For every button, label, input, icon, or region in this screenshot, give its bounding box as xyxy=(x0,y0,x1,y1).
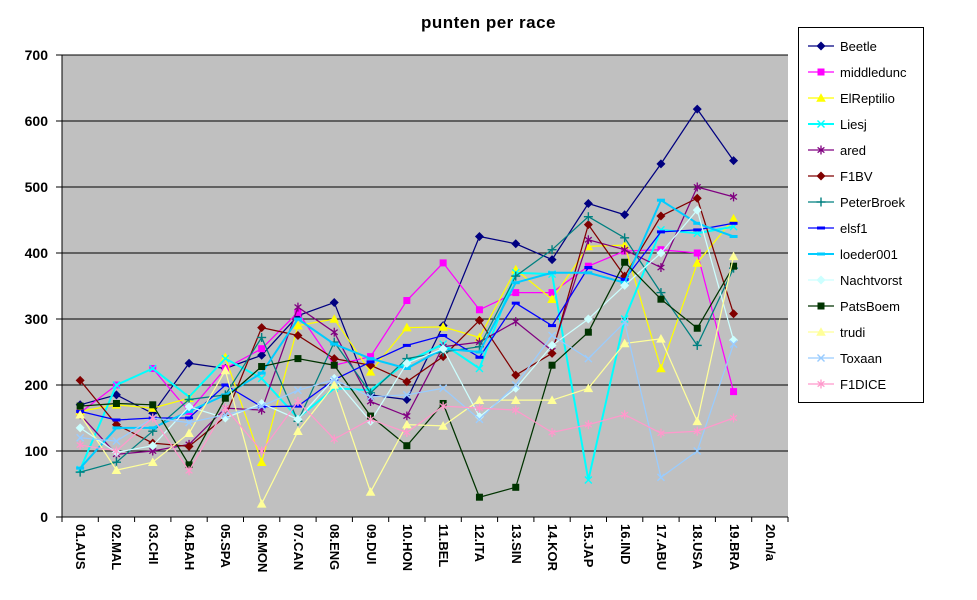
legend-marker-star-icon xyxy=(808,145,834,155)
chart-title: punten per race xyxy=(420,13,557,32)
x-axis-tick-label: 01.AUS xyxy=(73,524,89,570)
x-axis-tick-label: 02.MAL xyxy=(109,524,125,571)
legend-marker-diamond-icon xyxy=(808,275,834,285)
legend-item-Beetle[interactable]: Beetle xyxy=(799,33,923,59)
legend-label: Toxaan xyxy=(840,350,882,366)
legend-label: Beetle xyxy=(840,38,877,54)
legend-marker-triangle-icon xyxy=(808,93,834,102)
legend-item-Toxaan[interactable]: Toxaan xyxy=(799,345,923,371)
y-axis-tick-label: 700 xyxy=(24,47,48,63)
y-axis-tick-label: 100 xyxy=(24,443,48,459)
x-axis-tick-label: 17.ABU xyxy=(653,524,669,571)
legend-item-PeterBroek[interactable]: PeterBroek xyxy=(799,189,923,215)
legend-label: middledunc xyxy=(840,64,907,80)
x-axis-tick-label: 10.HON xyxy=(399,524,415,571)
legend-item-ElReptilio[interactable]: ElReptilio xyxy=(799,85,923,111)
x-axis-tick-label: 20.n/a xyxy=(762,524,778,561)
legend-marker-square-icon xyxy=(808,68,834,76)
legend-item-F1DICE[interactable]: F1DICE xyxy=(799,371,923,397)
y-axis-tick-label: 600 xyxy=(24,113,48,129)
legend-marker-diamond-icon xyxy=(808,171,834,181)
y-axis-tick-label: 400 xyxy=(24,245,48,261)
x-axis-tick-label: 11.BEL xyxy=(436,524,452,568)
x-axis-tick-label: 19.BRA xyxy=(726,524,742,571)
x-axis-tick-label: 18.USA xyxy=(690,524,706,570)
legend-item-middledunc[interactable]: middledunc xyxy=(799,59,923,85)
y-axis-tick-label: 200 xyxy=(24,377,48,393)
x-axis-tick-label: 09.DUI xyxy=(363,524,379,565)
x-axis-tick-label: 06.MON xyxy=(254,524,270,573)
legend-marker-dash-icon xyxy=(808,226,834,230)
legend-label: elsf1 xyxy=(840,220,868,236)
legend-item-ared[interactable]: ared xyxy=(799,137,923,163)
legend-label: ElReptilio xyxy=(840,90,895,106)
legend-label: PeterBroek xyxy=(840,194,906,210)
legend-marker-star-icon xyxy=(808,379,834,389)
y-axis-tick-label: 0 xyxy=(40,509,48,525)
legend: Beetle middledunc ElReptilio Liesj ared F1BV P… xyxy=(798,27,924,403)
x-axis-tick-label: 12.ITA xyxy=(472,524,488,563)
legend-item-Liesj[interactable]: Liesj xyxy=(799,111,923,137)
legend-label: F1DICE xyxy=(840,376,887,392)
legend-marker-triangle-icon xyxy=(808,327,834,336)
y-axis-tick-label: 300 xyxy=(24,311,48,327)
plot-area xyxy=(62,55,788,517)
legend-item-PatsBoem[interactable]: PatsBoem xyxy=(799,293,923,319)
legend-item-trudi[interactable]: trudi xyxy=(799,319,923,345)
legend-label: Liesj xyxy=(840,116,867,132)
legend-marker-x-icon xyxy=(808,354,834,362)
legend-item-elsf1[interactable]: elsf1 xyxy=(799,215,923,241)
legend-marker-plus-icon xyxy=(808,197,834,207)
legend-label: F1BV xyxy=(840,168,873,184)
legend-item-loeder001[interactable]: loeder001 xyxy=(799,241,923,267)
x-axis-tick-label: 03.CHI xyxy=(145,524,161,565)
x-axis-tick-label: 08.ENG xyxy=(327,524,343,571)
legend-label: Nachtvorst xyxy=(840,272,903,288)
series-F1DICE[interactable] xyxy=(76,397,738,476)
legend-marker-x-icon xyxy=(808,120,834,128)
legend-marker-square-icon xyxy=(808,302,834,310)
x-axis-tick-label: 14.KOR xyxy=(545,524,561,571)
x-axis-tick-label: 16.IND xyxy=(617,524,633,565)
legend-label: ared xyxy=(840,142,867,158)
legend-marker-dash-icon xyxy=(808,252,834,256)
x-axis-tick-label: 04.BAH xyxy=(182,524,198,571)
legend-label: loeder001 xyxy=(840,246,898,262)
x-axis-tick-label: 07.CAN xyxy=(290,524,306,571)
y-axis-tick-label: 500 xyxy=(24,179,48,195)
legend-label: PatsBoem xyxy=(840,298,900,314)
legend-label: trudi xyxy=(840,324,866,340)
legend-item-Nachtvorst[interactable]: Nachtvorst xyxy=(799,267,923,293)
series-Toxaan[interactable] xyxy=(76,318,738,482)
legend-marker-diamond-icon xyxy=(808,41,834,51)
series-PatsBoem[interactable] xyxy=(76,258,738,501)
x-axis-tick-label: 13.SIN xyxy=(508,524,524,564)
x-axis-tick-label: 05.SPA xyxy=(218,524,234,568)
legend-item-F1BV[interactable]: F1BV xyxy=(799,163,923,189)
series-trudi[interactable] xyxy=(75,251,739,508)
x-axis-tick-label: 15.JAP xyxy=(581,524,597,568)
